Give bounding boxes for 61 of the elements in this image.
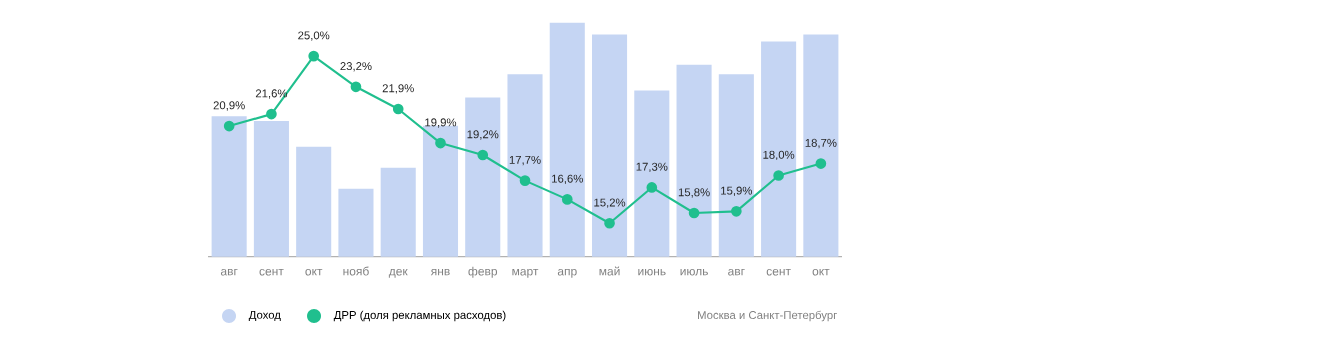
x-tick-label: февр xyxy=(468,266,498,278)
data-label: 16,6% xyxy=(552,174,583,184)
point xyxy=(519,175,531,186)
bar xyxy=(338,188,374,257)
data-label: 23,2% xyxy=(340,62,372,72)
bar xyxy=(507,74,543,257)
data-label: 15,8% xyxy=(678,188,710,198)
x-tick-label: июнь xyxy=(638,268,666,276)
x-tick-label: дек xyxy=(388,268,408,278)
bar xyxy=(296,146,332,257)
x-tick-label: сент xyxy=(766,268,791,276)
bar xyxy=(211,116,247,257)
point xyxy=(731,205,742,217)
point xyxy=(350,81,362,93)
point xyxy=(435,137,446,149)
data-label: 19,2% xyxy=(467,130,499,140)
text: Москва и Санкт-Петербург xyxy=(698,310,837,322)
bar xyxy=(761,41,797,257)
point xyxy=(773,170,784,181)
x-tick-label: март xyxy=(512,268,539,278)
data-label: 20,9% xyxy=(213,101,245,111)
x-tick-label: май xyxy=(599,266,620,276)
data-label: 15,9% xyxy=(721,186,752,196)
x-tick-label: авг xyxy=(728,268,745,276)
data-label: 25,0% xyxy=(298,31,330,41)
point xyxy=(308,50,320,62)
x-tick-label: окт xyxy=(305,268,323,276)
point xyxy=(688,207,700,219)
x-tick-label: нояб xyxy=(343,266,369,276)
x-tick-label: сент xyxy=(259,268,284,276)
bar xyxy=(380,167,416,257)
data-label: 18,0% xyxy=(763,150,795,161)
bar xyxy=(634,90,670,257)
x-tick-label: окт xyxy=(812,268,830,276)
x-tick-label: июль xyxy=(680,268,708,276)
point xyxy=(266,108,277,120)
x-tick-label: авг xyxy=(220,268,238,276)
bar xyxy=(465,97,501,257)
legend-label: ДРР (доля рекламных расходов) xyxy=(333,310,506,322)
data-label: 19,9% xyxy=(425,118,457,128)
point xyxy=(646,182,658,193)
data-label: 15,2% xyxy=(594,198,626,208)
data-label: 17,7% xyxy=(509,155,541,166)
bar xyxy=(718,74,754,257)
x-tick-label: апр xyxy=(557,268,577,278)
bar xyxy=(676,64,712,257)
point xyxy=(223,120,235,132)
point xyxy=(604,217,615,229)
bar xyxy=(253,120,289,257)
data-label: 21,9% xyxy=(382,84,414,94)
data-label: 18,7% xyxy=(805,138,837,149)
data-label: 17,3% xyxy=(636,162,668,173)
bar xyxy=(549,22,585,257)
point xyxy=(392,103,404,115)
point xyxy=(561,194,573,205)
bar xyxy=(803,34,839,257)
x-tick-label: янв xyxy=(430,269,450,276)
point xyxy=(815,158,827,169)
legend-label: Доход xyxy=(248,310,281,322)
bar xyxy=(592,34,628,257)
point xyxy=(477,149,489,161)
